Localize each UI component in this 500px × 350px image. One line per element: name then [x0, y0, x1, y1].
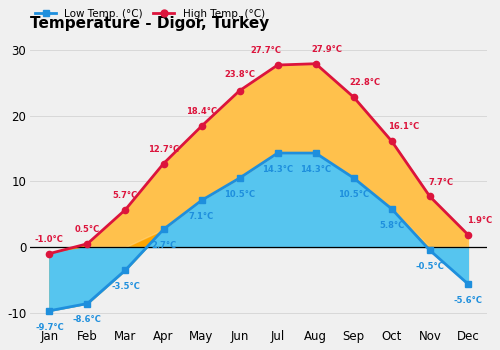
Text: -3.5°C: -3.5°C [111, 282, 140, 291]
Low Temp. (°C) [465, 282, 471, 286]
Text: 18.4°C: 18.4°C [186, 107, 217, 116]
Low Temp. (°C) [46, 309, 52, 313]
Low Temp. (°C) [236, 176, 242, 180]
High Temp. (°C) [465, 232, 471, 237]
Text: 7.7°C: 7.7°C [428, 177, 454, 187]
Low Temp. (°C) [122, 268, 128, 272]
Text: -5.6°C: -5.6°C [454, 296, 482, 304]
Low Temp. (°C) [350, 176, 356, 180]
Legend: Low Temp. (°C), High Temp. (°C): Low Temp. (°C), High Temp. (°C) [31, 5, 269, 23]
Text: 10.5°C: 10.5°C [338, 190, 370, 199]
Line: Low Temp. (°C): Low Temp. (°C) [46, 150, 471, 314]
Text: 7.1°C: 7.1°C [189, 212, 214, 221]
Text: 1.9°C: 1.9°C [466, 216, 492, 225]
Text: 10.5°C: 10.5°C [224, 190, 255, 199]
Text: 14.3°C: 14.3°C [300, 165, 332, 174]
Low Temp. (°C) [427, 248, 433, 252]
High Temp. (°C) [160, 161, 166, 166]
High Temp. (°C) [236, 89, 242, 93]
Line: High Temp. (°C): High Temp. (°C) [46, 61, 471, 257]
Text: -1.0°C: -1.0°C [35, 235, 64, 244]
High Temp. (°C) [122, 208, 128, 212]
Text: -8.6°C: -8.6°C [73, 315, 102, 324]
High Temp. (°C) [312, 62, 318, 66]
Text: 2.7°C: 2.7°C [151, 241, 176, 250]
Text: -0.5°C: -0.5°C [416, 262, 444, 271]
High Temp. (°C) [46, 252, 52, 256]
Text: -9.7°C: -9.7°C [35, 323, 64, 331]
Text: 23.8°C: 23.8°C [224, 70, 255, 79]
Low Temp. (°C) [84, 301, 90, 306]
High Temp. (°C) [274, 63, 280, 67]
Text: 27.7°C: 27.7°C [250, 46, 282, 55]
Low Temp. (°C) [160, 227, 166, 231]
Text: 27.9°C: 27.9°C [312, 45, 342, 54]
Low Temp. (°C) [389, 207, 395, 211]
Text: 5.8°C: 5.8°C [379, 221, 404, 230]
Text: Temperature - Digor, Turkey: Temperature - Digor, Turkey [30, 16, 270, 32]
High Temp. (°C) [198, 124, 204, 128]
Low Temp. (°C) [198, 198, 204, 203]
High Temp. (°C) [84, 241, 90, 246]
Text: 0.5°C: 0.5°C [75, 225, 100, 234]
Text: 12.7°C: 12.7°C [148, 145, 179, 154]
Low Temp. (°C) [274, 151, 280, 155]
Text: 5.7°C: 5.7°C [113, 191, 138, 200]
Text: 22.8°C: 22.8°C [350, 78, 380, 88]
High Temp. (°C) [427, 194, 433, 198]
High Temp. (°C) [350, 95, 356, 99]
Low Temp. (°C) [312, 151, 318, 155]
Text: 14.3°C: 14.3°C [262, 165, 293, 174]
Text: 16.1°C: 16.1°C [388, 122, 419, 131]
High Temp. (°C) [389, 139, 395, 144]
